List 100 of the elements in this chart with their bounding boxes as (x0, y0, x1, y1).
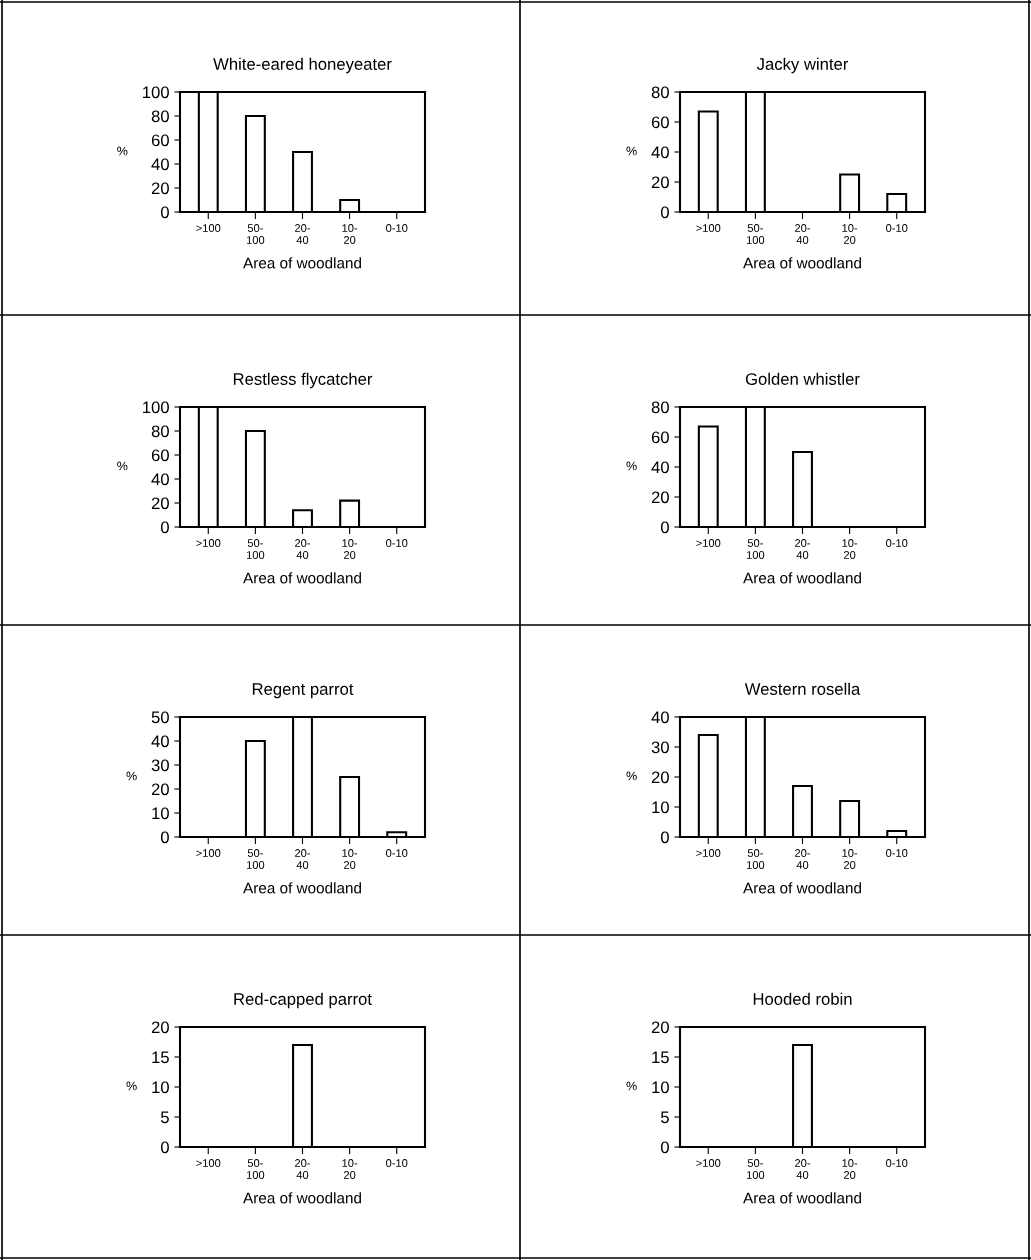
y-tick-label: 0 (660, 206, 669, 219)
y-tick-label: 10 (652, 1081, 669, 1094)
x-tick-label: >100 (196, 849, 221, 857)
y-tick-label: 10 (152, 1081, 169, 1094)
chart-title: White-eared honeyeater (213, 57, 392, 74)
y-tick-label: 60 (651, 431, 669, 444)
x-tick-label: 0-10 (386, 1159, 408, 1167)
x-tick-label: >100 (196, 539, 221, 547)
y-tick-label: 0 (160, 206, 169, 219)
y-tick-label: 20 (651, 771, 669, 784)
x-tick-label: 0-10 (886, 849, 908, 857)
y-tick-label: 60 (151, 449, 169, 462)
y-tick-label: 80 (151, 425, 169, 438)
y-tick-label: 0 (660, 521, 669, 534)
x-tick-label: 20- 40 (795, 539, 811, 559)
y-tick-label: 0 (660, 1141, 669, 1154)
y-tick-label: 20 (651, 491, 669, 504)
x-tick-label: 20- 40 (295, 1159, 311, 1179)
y-tick-label: 40 (151, 735, 169, 748)
x-axis-title: Area of woodland (243, 1192, 361, 1204)
x-tick-label: >100 (696, 849, 721, 857)
y-tick-label: 0 (660, 831, 669, 844)
x-tick-label: 50- 100 (246, 539, 265, 559)
x-tick-label: 20- 40 (795, 1159, 811, 1179)
y-tick-label: 40 (651, 711, 669, 724)
x-tick-label: 50- 100 (246, 224, 265, 244)
y-tick-label: 100 (143, 401, 169, 414)
x-tick-label: 50- 100 (246, 1159, 265, 1179)
y-tick-label: 50 (151, 711, 169, 724)
chart-title: Red-capped parrot (234, 992, 372, 1009)
y-tick-label: 100 (143, 86, 169, 99)
x-tick-label: 50- 100 (246, 849, 265, 869)
x-tick-label: 10- 20 (342, 539, 358, 559)
y-tick-label: 20 (151, 1021, 169, 1034)
x-tick-label: 20- 40 (795, 849, 811, 869)
x-tick-label: >100 (696, 1159, 721, 1167)
x-tick-label: 50- 100 (746, 1159, 765, 1179)
y-tick-label: 15 (652, 1051, 669, 1064)
y-tick-label: 40 (151, 473, 169, 486)
x-tick-label: 10- 20 (342, 849, 358, 869)
y-tick-label: 60 (651, 116, 669, 129)
y-tick-label: 0 (160, 521, 169, 534)
y-tick-label: 80 (151, 110, 169, 123)
chart-title: Jacky winter (756, 57, 849, 74)
x-axis-title: Area of woodland (743, 882, 861, 894)
y-tick-label: 5 (160, 1111, 169, 1124)
x-tick-label: 10- 20 (342, 224, 358, 244)
x-axis-title: Area of woodland (243, 257, 361, 269)
y-tick-label: 80 (651, 86, 669, 99)
x-tick-label: 20- 40 (295, 224, 311, 244)
x-tick-label: 10- 20 (342, 1159, 358, 1179)
y-axis-title: % (117, 461, 128, 471)
x-tick-label: 10- 20 (842, 1159, 858, 1179)
y-tick-label: 0 (160, 1141, 169, 1154)
x-tick-label: 10- 20 (842, 224, 858, 244)
y-tick-label: 5 (660, 1111, 669, 1124)
x-tick-label: 20- 40 (295, 539, 311, 559)
y-axis-title: % (626, 771, 637, 781)
x-axis-title: Area of woodland (243, 572, 361, 584)
x-tick-label: 0-10 (386, 539, 408, 547)
chart-title: Golden whistler (745, 372, 860, 385)
y-tick-label: 20 (151, 182, 169, 195)
x-axis-title: Area of woodland (743, 1192, 861, 1204)
chart-title: Hooded robin (753, 992, 852, 1005)
y-tick-label: 10 (652, 801, 669, 814)
x-tick-label: >100 (196, 224, 221, 232)
y-axis-title: % (117, 146, 128, 156)
y-axis-title: % (626, 146, 637, 156)
y-tick-label: 40 (151, 158, 169, 171)
y-tick-label: 15 (152, 1051, 169, 1064)
y-tick-label: 40 (651, 146, 669, 159)
x-axis-title: Area of woodland (743, 572, 861, 584)
y-axis-title: % (626, 1081, 637, 1091)
y-axis-title: % (126, 1081, 137, 1091)
x-tick-label: 0-10 (386, 849, 408, 857)
y-tick-label: 40 (651, 461, 669, 474)
x-tick-label: 10- 20 (842, 849, 858, 869)
y-axis-title: % (126, 771, 137, 781)
y-tick-label: 0 (160, 831, 169, 844)
x-tick-label: 50- 100 (746, 849, 765, 869)
x-tick-label: 10- 20 (842, 539, 858, 559)
y-tick-label: 10 (152, 807, 169, 820)
y-tick-label: 80 (651, 401, 669, 414)
chart-title: Regent parrot (252, 683, 354, 699)
chart-title: Restless flycatcher (233, 372, 373, 389)
x-tick-label: >100 (696, 539, 721, 547)
x-tick-label: 20- 40 (295, 849, 311, 869)
y-tick-label: 30 (651, 741, 669, 754)
y-tick-label: 20 (151, 783, 169, 796)
x-tick-label: 0-10 (886, 539, 908, 547)
x-tick-label: >100 (696, 224, 721, 232)
x-tick-label: 0-10 (886, 1159, 908, 1167)
x-tick-label: 0-10 (386, 224, 408, 232)
x-tick-label: 50- 100 (746, 224, 765, 244)
y-axis-title: % (626, 461, 637, 471)
x-tick-label: 20- 40 (795, 224, 811, 244)
y-tick-label: 20 (151, 497, 169, 510)
chart-title: Western rosella (744, 682, 861, 695)
y-tick-label: 20 (651, 1021, 669, 1034)
y-tick-label: 20 (651, 176, 669, 189)
